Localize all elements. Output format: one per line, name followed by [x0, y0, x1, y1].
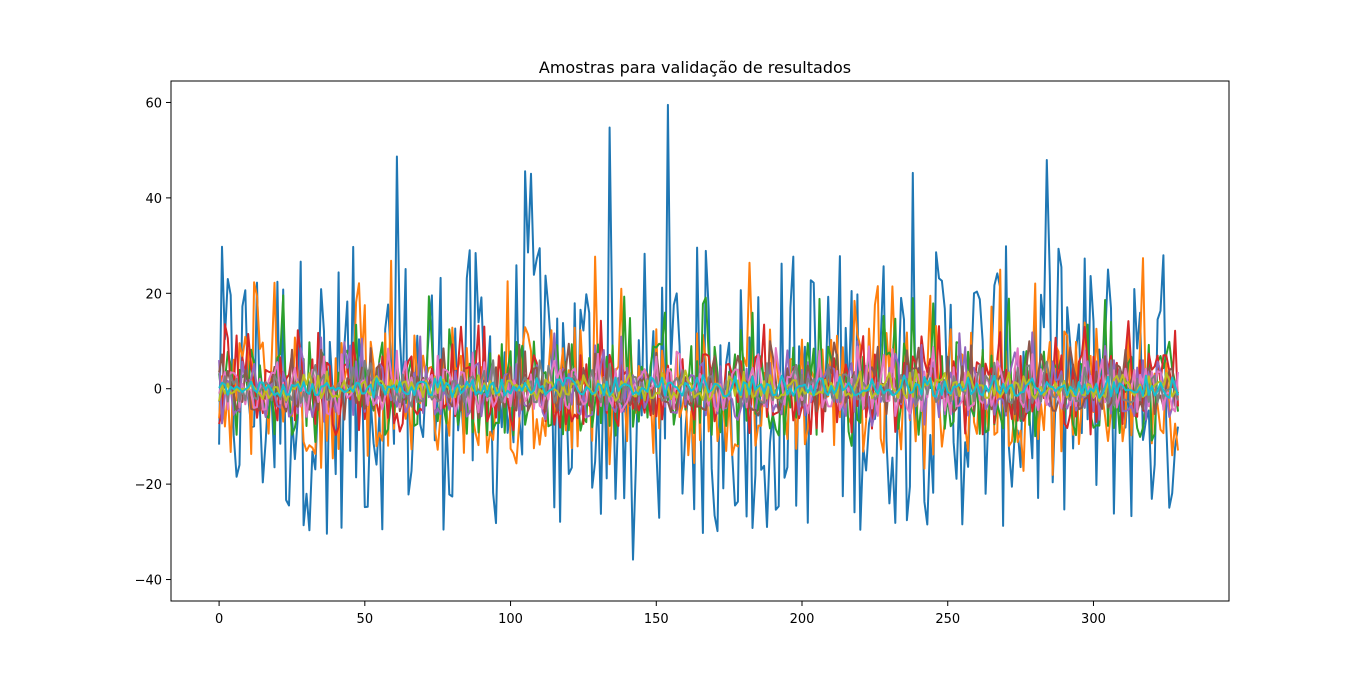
series-line-10 [218, 374, 1179, 399]
chart-title: Amostras para validação de resultados [539, 58, 851, 77]
y-tick-label: −40 [135, 574, 162, 589]
series-line-9 [218, 368, 1179, 402]
x-tick-label: 300 [1081, 612, 1106, 627]
y-tick-label: 20 [145, 287, 162, 302]
x-tick-label: 0 [215, 612, 223, 627]
x-tick-label: 200 [790, 612, 815, 627]
x-tick-label: 50 [357, 612, 374, 627]
x-tick-label: 250 [935, 612, 960, 627]
y-axis: −40 −20 0 20 40 60 [135, 96, 171, 589]
plot-lines [218, 103, 1179, 561]
x-axis: 0 50 100 150 200 250 300 [215, 601, 1106, 627]
y-tick-label: 40 [145, 192, 162, 207]
y-tick-label: −20 [135, 478, 162, 493]
series-line-6 [218, 340, 1179, 421]
y-tick-label: 0 [154, 383, 162, 398]
x-tick-label: 100 [498, 612, 523, 627]
y-tick-label: 60 [145, 96, 162, 111]
x-tick-label: 150 [644, 612, 669, 627]
plot-frame [170, 80, 1230, 602]
